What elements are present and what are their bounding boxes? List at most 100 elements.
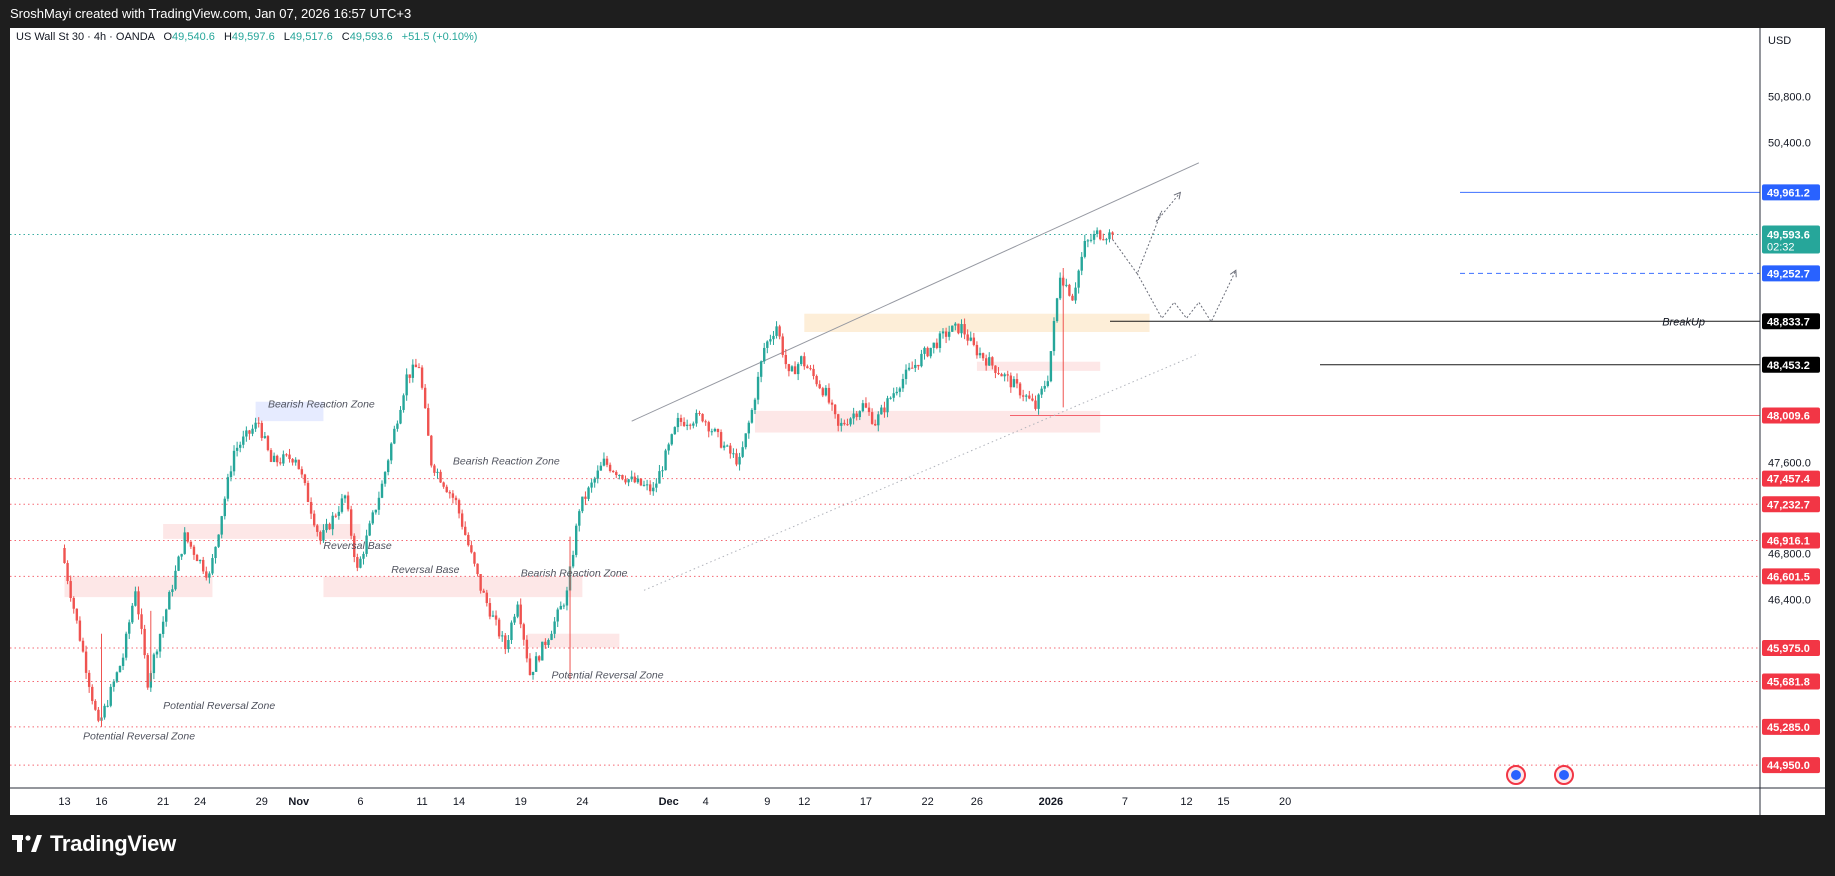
candle-body bbox=[1086, 240, 1090, 242]
candle-body bbox=[707, 422, 710, 432]
time-tick-label: 2026 bbox=[1039, 796, 1063, 808]
event-flags[interactable] bbox=[1506, 765, 1574, 785]
candle-body bbox=[759, 361, 763, 377]
candle-body bbox=[1095, 230, 1099, 235]
candle-body bbox=[534, 656, 538, 672]
candle-body bbox=[793, 366, 797, 375]
candle-body bbox=[923, 347, 926, 354]
candle-body bbox=[331, 515, 334, 530]
candle-body bbox=[562, 605, 566, 607]
candle-body bbox=[198, 559, 202, 562]
candle-body bbox=[1037, 394, 1040, 409]
candle-body bbox=[186, 532, 189, 542]
candle-body bbox=[541, 641, 544, 661]
candle-body bbox=[886, 398, 889, 413]
chart-frame[interactable]: Bearish Reaction Zone Bearish Reaction Zo… bbox=[10, 28, 1825, 815]
candle-body bbox=[211, 558, 214, 574]
candle-body bbox=[790, 366, 794, 372]
candle-body bbox=[1028, 395, 1031, 399]
candle-body bbox=[497, 619, 501, 637]
candle-body bbox=[1068, 284, 1071, 296]
zone-rect bbox=[163, 524, 361, 539]
price-label-badge bbox=[1762, 568, 1820, 585]
candle-body bbox=[491, 615, 495, 617]
candle-body bbox=[174, 570, 177, 590]
candles-layer bbox=[63, 227, 1114, 727]
candle-body bbox=[932, 342, 935, 348]
candle-body bbox=[399, 409, 402, 424]
price-label-text: 46,601.5 bbox=[1767, 571, 1810, 583]
candle-body bbox=[775, 326, 778, 336]
candle-body bbox=[633, 476, 636, 483]
price-label-text: 45,285.0 bbox=[1767, 722, 1810, 734]
candle-body bbox=[830, 402, 834, 405]
candle-body bbox=[917, 364, 920, 367]
candle-body bbox=[208, 573, 211, 578]
price-label-badge bbox=[1762, 184, 1820, 201]
candle-body bbox=[559, 605, 562, 610]
price-chart[interactable]: Bearish Reaction Zone Bearish Reaction Zo… bbox=[10, 28, 1825, 815]
candle-body bbox=[550, 633, 553, 640]
candle-body bbox=[947, 331, 951, 337]
candle-body bbox=[464, 526, 467, 535]
candle-body bbox=[161, 621, 165, 634]
candle-body bbox=[485, 592, 489, 604]
legend-sep-1: · bbox=[87, 31, 94, 43]
candle-body bbox=[223, 498, 226, 517]
candle-body bbox=[843, 422, 846, 425]
candle-body bbox=[685, 424, 689, 426]
zone-rect bbox=[323, 576, 583, 598]
candle-body bbox=[195, 554, 199, 562]
time-tick-label: 17 bbox=[860, 796, 872, 808]
candle-body bbox=[192, 546, 196, 555]
zone-rect bbox=[804, 313, 1150, 332]
time-tick-label: 6 bbox=[357, 796, 363, 808]
projection-path bbox=[1136, 270, 1237, 323]
candle-body bbox=[593, 478, 596, 483]
annotation-text: Potential Reversal Zone bbox=[552, 669, 664, 681]
candle-body bbox=[553, 621, 556, 634]
candle-body bbox=[772, 335, 775, 340]
zone-rect bbox=[526, 633, 620, 648]
candle-body bbox=[676, 417, 680, 428]
price-labels: 49,961.2 49,593.602:32 49,252.7 48,833.7 48,… bbox=[1762, 184, 1820, 774]
candle-body bbox=[729, 445, 732, 454]
candle-body bbox=[960, 324, 963, 334]
candle-body bbox=[1034, 400, 1037, 409]
candle-body bbox=[624, 479, 627, 483]
price-label-text: 47,232.7 bbox=[1767, 499, 1810, 511]
candle-body bbox=[531, 671, 535, 676]
candle-body bbox=[131, 605, 134, 623]
candle-body bbox=[975, 344, 979, 356]
candle-body bbox=[137, 591, 140, 615]
candle-body bbox=[997, 372, 1000, 375]
annotation-text: Potential Reversal Zone bbox=[83, 730, 195, 742]
candle-body bbox=[547, 639, 550, 646]
candle-body bbox=[840, 422, 843, 426]
candle-body bbox=[784, 354, 788, 365]
candle-body bbox=[1058, 277, 1062, 299]
candle-body bbox=[824, 387, 828, 396]
price-label-badge bbox=[1762, 225, 1820, 254]
candle-body bbox=[319, 531, 322, 541]
tradingview-logo[interactable]: TradingView bbox=[12, 831, 176, 857]
candle-body bbox=[1012, 379, 1016, 388]
candle-body bbox=[128, 622, 131, 634]
candle-body bbox=[325, 523, 328, 531]
candle-body bbox=[356, 557, 359, 568]
legend-interval: 4h bbox=[94, 31, 106, 43]
price-label-badge bbox=[1762, 407, 1820, 424]
candle-body bbox=[516, 604, 519, 617]
trendline bbox=[643, 353, 1200, 591]
annotation-text: Potential Reversal Zone bbox=[163, 700, 275, 712]
candle-body bbox=[291, 459, 294, 463]
candle-body bbox=[935, 342, 939, 348]
candle-body bbox=[796, 364, 800, 375]
candle-body bbox=[488, 603, 492, 617]
candle-body bbox=[861, 403, 865, 412]
candle-body bbox=[1003, 374, 1006, 377]
price-label-badge bbox=[1762, 313, 1820, 330]
candle-body bbox=[673, 427, 677, 435]
zone-rect bbox=[754, 410, 1101, 433]
candle-body bbox=[642, 484, 646, 486]
